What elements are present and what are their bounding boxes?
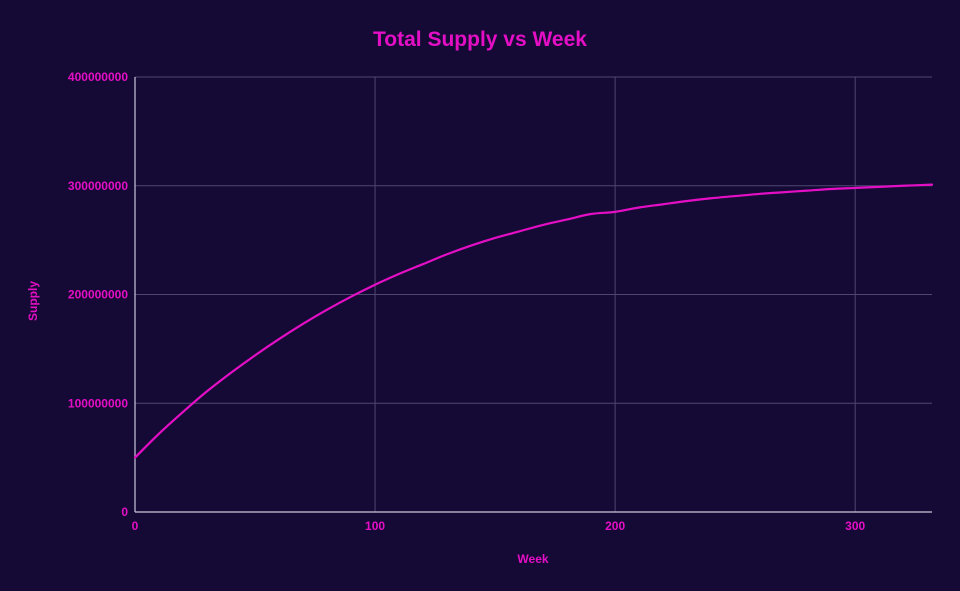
x-tick-label: 0 (132, 519, 139, 533)
y-tick-label: 200000000 (68, 288, 128, 302)
x-tick-label: 300 (845, 519, 865, 533)
x-tick-label: 100 (365, 519, 385, 533)
y-axis-label: Supply (26, 281, 40, 321)
y-tick-label: 0 (121, 505, 128, 519)
tick-labels: 0 100000000 200000000 300000000 400000000 0 10… (68, 70, 866, 533)
y-tick-label: 100000000 (68, 396, 128, 410)
series-line (133, 183, 934, 459)
x-axis-label: Week (517, 552, 548, 566)
x-tick-label: 200 (605, 519, 625, 533)
chart-title: Total Supply vs Week (373, 28, 587, 51)
series-layer (133, 183, 934, 459)
y-tick-label: 300000000 (68, 179, 128, 193)
grid (135, 76, 932, 512)
axes (134, 77, 932, 513)
y-tick-label: 400000000 (68, 70, 128, 84)
